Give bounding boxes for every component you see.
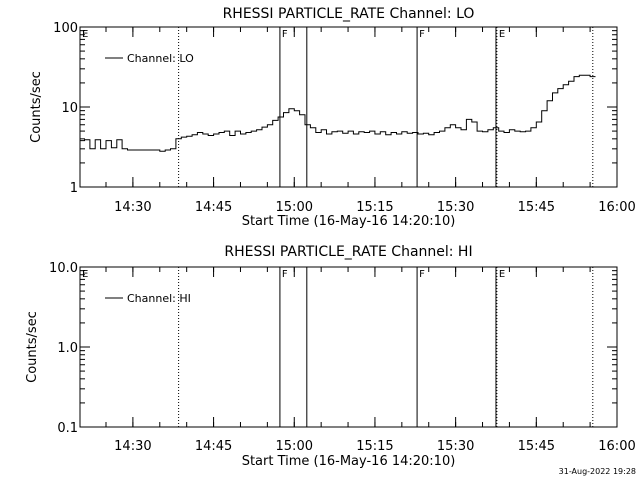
chart-title: RHESSI PARTICLE_RATE Channel: LO [223,6,475,22]
x-tick-label: 14:30 [114,439,151,454]
event-marker-label: E [82,29,88,40]
plot-frame [79,26,618,188]
event-marker-label: E [499,29,505,40]
y-tick-label: 10 [61,101,78,116]
panel-lo: RHESSI PARTICLE_RATE Channel: LO E F F E 1 10 1… [29,6,636,229]
panel-hi: RHESSI PARTICLE_RATE Channel: HI E F F E 0.1 1… [25,244,636,469]
x-axis-label: Start Time (16-May-16 14:20:10) [242,454,456,469]
x-tick-label: 15:30 [437,200,474,215]
timestamp: 31-Aug-2022 19:28 [559,467,636,476]
y-tick-label: 10.0 [49,261,78,276]
x-tick-label: 14:30 [114,200,151,215]
x-tick-label: 15:30 [437,439,474,454]
series-line [80,74,596,152]
y-tick-label: 1.0 [57,341,78,356]
event-marker-label: F [282,29,288,40]
x-tick-label: 15:45 [518,200,555,215]
x-tick-label: 15:00 [276,439,313,454]
x-tick-label: 14:45 [195,200,232,215]
x-tick-label: 16:00 [598,439,635,454]
y-axis-label: Counts/sec [25,311,40,383]
x-tick-label: 15:45 [518,439,555,454]
x-tick-label: 15:15 [356,200,393,215]
event-marker-label: E [82,269,88,280]
legend-label: Channel: LO [127,52,194,65]
y-axis-label: Counts/sec [29,71,44,143]
y-tick-label: 1 [70,181,78,196]
plot-frame [79,266,618,428]
x-axis-label: Start Time (16-May-16 14:20:10) [242,214,456,229]
x-tick-label: 15:15 [356,439,393,454]
y-tick-label: 100 [53,21,78,36]
event-marker-label: F [282,269,288,280]
chart-title: RHESSI PARTICLE_RATE Channel: HI [224,244,472,260]
x-tick-label: 15:00 [276,200,313,215]
event-marker-label: F [419,269,425,280]
y-tick-label: 0.1 [57,421,78,436]
event-marker-label: F [419,29,425,40]
event-marker-label: E [499,269,505,280]
x-tick-label: 16:00 [598,200,635,215]
legend-label: Channel: HI [127,292,191,305]
x-tick-label: 14:45 [195,439,232,454]
